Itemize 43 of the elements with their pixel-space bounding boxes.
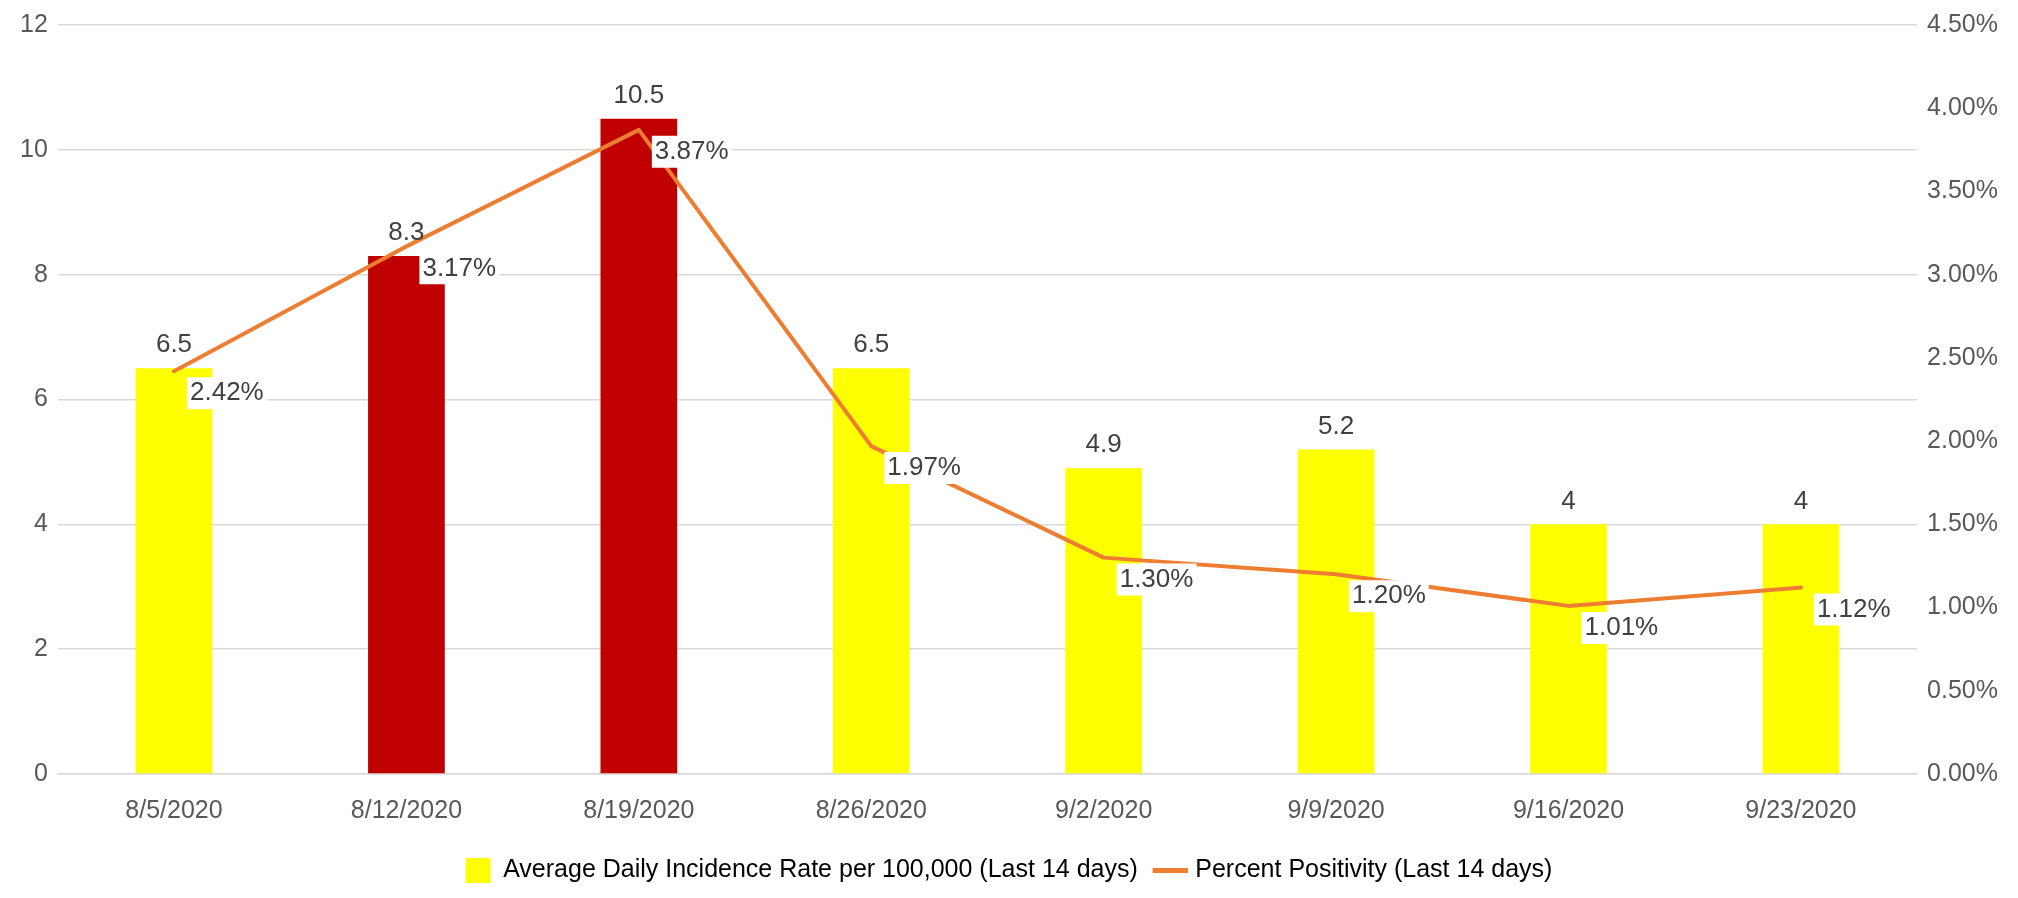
y-tick-label: 12: [20, 8, 48, 37]
y2-tick-label: 0.50%: [1927, 674, 1998, 703]
y-tick-label: 10: [20, 133, 48, 162]
y2-tick-label: 0.00%: [1927, 757, 1998, 786]
x-tick-label: 8/26/2020: [815, 794, 927, 823]
x-tick-label: 8/5/2020: [125, 794, 223, 823]
data-label: 4: [1561, 484, 1576, 515]
y2-tick-label: 2.50%: [1927, 341, 1998, 370]
x-tick-label: 8/19/2020: [583, 794, 695, 823]
data-label: 3.87%: [654, 135, 729, 166]
y2-tick-label: 2.00%: [1927, 425, 1998, 453]
data-label: 5.2: [1318, 409, 1355, 440]
data-label: 4.9: [1085, 428, 1122, 459]
data-label: 1.30%: [1119, 562, 1194, 593]
y2-tick-label: 4.50%: [1927, 8, 1998, 37]
x-tick-label: 9/23/2020: [1745, 794, 1857, 823]
y-tick-label: 8: [33, 258, 48, 287]
data-label: 6.5: [853, 328, 890, 359]
data-label: 10.5: [613, 78, 665, 109]
data-label: 1.01%: [1584, 611, 1659, 642]
data-label: 8.3: [388, 216, 425, 247]
y-tick-label: 2: [33, 633, 48, 662]
y-tick-label: 0: [33, 757, 48, 786]
x-tick-label: 9/2/2020: [1055, 794, 1153, 823]
data-label: 4: [1793, 484, 1809, 515]
x-tick-label: 9/9/2020: [1287, 794, 1385, 823]
legend-label: Average Daily Incidence Rate per 100,000 (Last 14 days): [503, 854, 1138, 883]
data-label: 1.97%: [887, 451, 961, 482]
legend-label: Percent Positivity (Last 14 days): [1195, 854, 1553, 883]
y2-tick-label: 1.00%: [1927, 591, 1998, 620]
x-tick-label: 9/16/2020: [1512, 794, 1625, 823]
y2-tick-label: 1.50%: [1927, 508, 1998, 537]
x-tick-label: 8/12/2020: [350, 794, 463, 823]
y2-tick-label: 4.00%: [1927, 92, 1998, 121]
y-tick-label: 4: [33, 508, 48, 537]
y2-tick-label: 3.50%: [1927, 175, 1998, 204]
data-label: 3.17%: [422, 251, 497, 282]
data-label: 2.42%: [190, 376, 264, 407]
y2-tick-label: 3.00%: [1927, 258, 1998, 287]
data-label: 6.5: [155, 328, 193, 359]
y-tick-label: 6: [33, 383, 48, 412]
data-label: 1.20%: [1352, 579, 1426, 610]
data-label: 1.12%: [1816, 592, 1891, 623]
